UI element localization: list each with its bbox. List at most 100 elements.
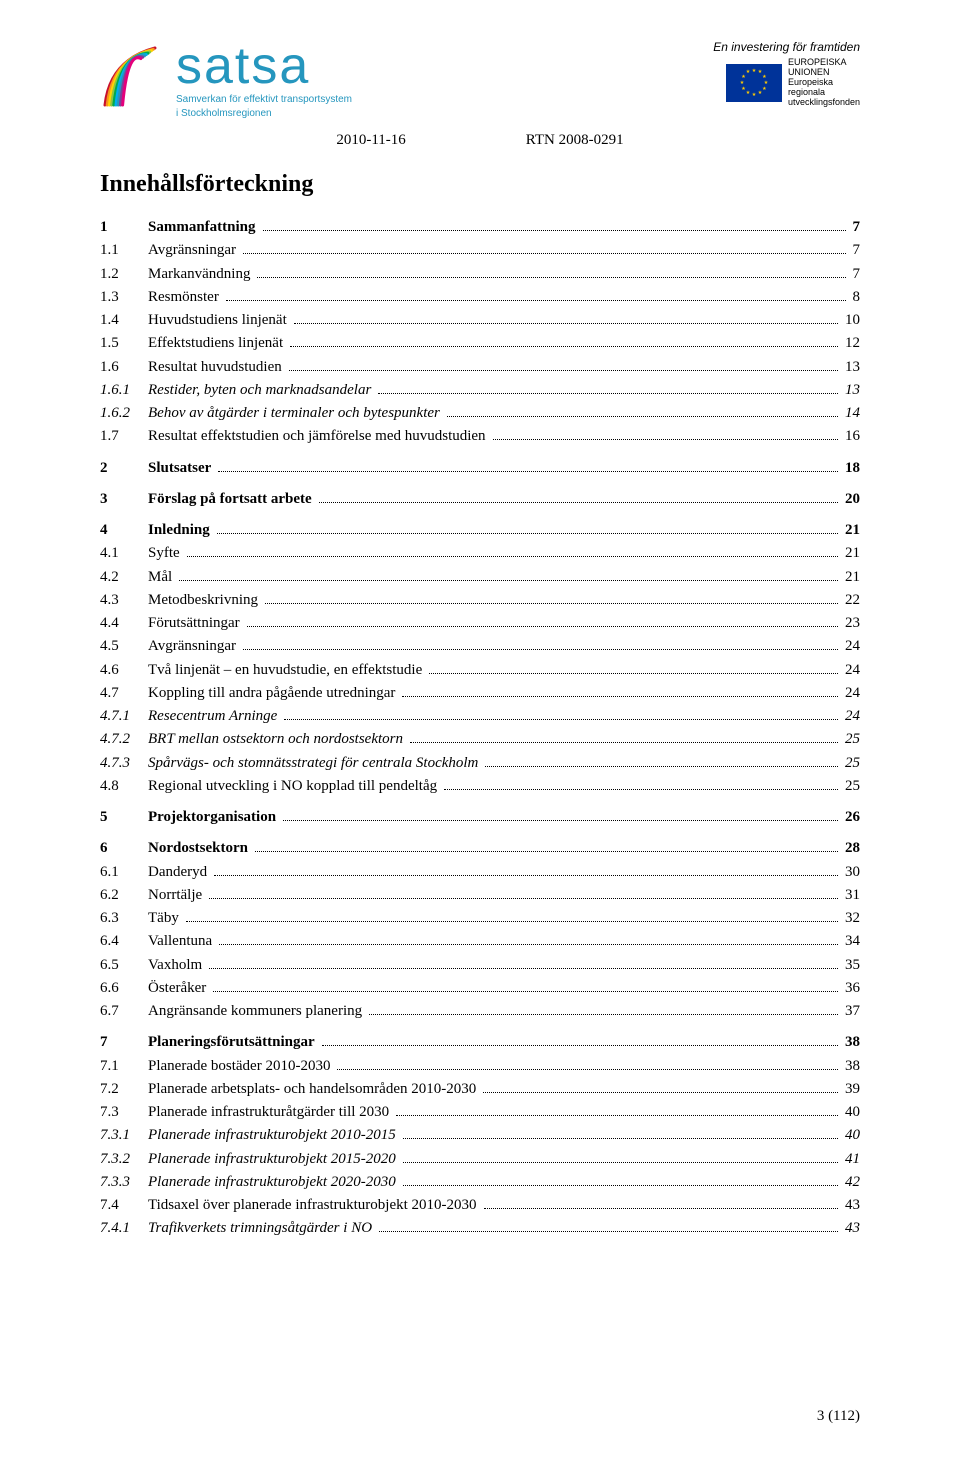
toc-row: 7.4Tidsaxel över planerade infrastruktur… [100,1194,860,1217]
toc-page-number: 22 [841,589,860,612]
toc-leader-dots [337,1069,838,1070]
toc-leader-dots [284,719,838,720]
toc-label: Planerade bostäder 2010-2030 [148,1055,334,1078]
toc-leader-dots [179,580,838,581]
toc-page-number: 40 [841,1101,860,1124]
logo-main-text: satsa [176,40,352,92]
toc-leader-dots [186,921,838,922]
toc-row: 6.4Vallentuna34 [100,930,860,953]
toc-page-number: 24 [841,705,860,728]
toc-number: 4.7.2 [100,728,148,751]
toc-page-number: 25 [841,775,860,798]
toc-number: 4.1 [100,542,148,565]
toc-number: 4.7.3 [100,752,148,775]
toc-row: 3Förslag på fortsatt arbete20 [100,488,860,511]
toc-row: 7.4.1Trafikverkets trimningsåtgärder i N… [100,1217,860,1240]
toc-number: 7.3.2 [100,1148,148,1171]
toc-row: 4.5Avgränsningar24 [100,635,860,658]
toc-leader-dots [493,439,838,440]
toc-leader-dots [402,696,838,697]
toc-row: 5Projektorganisation26 [100,806,860,829]
toc-page-number: 31 [841,884,860,907]
toc-leader-dots [429,673,838,674]
toc-page-number: 25 [841,728,860,751]
toc-leader-dots [209,898,838,899]
toc-label: Resultat huvudstudien [148,356,286,379]
toc-page-number: 30 [841,861,860,884]
toc-label: Syfte [148,542,184,565]
table-of-contents: 1Sammanfattning71.1Avgränsningar71.2Mark… [100,216,860,1241]
toc-page-number: 21 [841,542,860,565]
toc-row: 7Planeringsförutsättningar38 [100,1031,860,1054]
toc-label: Vaxholm [148,954,206,977]
toc-row: 7.3Planerade infrastrukturåtgärder till … [100,1101,860,1124]
toc-number: 3 [100,488,148,511]
toc-number: 6.3 [100,907,148,930]
toc-number: 6.2 [100,884,148,907]
toc-label: Resultat effektstudien och jämförelse me… [148,425,490,448]
toc-leader-dots [218,471,838,472]
toc-label: Planerade infrastrukturobjekt 2010-2015 [148,1124,400,1147]
toc-number: 7.3.1 [100,1124,148,1147]
toc-row: 1.6.1Restider, byten och marknadsandelar… [100,379,860,402]
toc-number: 1.3 [100,286,148,309]
toc-number: 1.4 [100,309,148,332]
toc-leader-dots [319,502,838,503]
toc-number: 7.1 [100,1055,148,1078]
toc-row: 7.2Planerade arbetsplats- och handelsomr… [100,1078,860,1101]
toc-row: 6Nordostsektorn28 [100,837,860,860]
toc-page-number: 13 [841,356,860,379]
toc-row: 1.4Huvudstudiens linjenät10 [100,309,860,332]
toc-label: Trafikverkets trimningsåtgärder i NO [148,1217,376,1240]
toc-label: Projektorganisation [148,806,280,829]
toc-leader-dots [379,1231,838,1232]
toc-number: 7.3.3 [100,1171,148,1194]
toc-row: 6.1Danderyd30 [100,861,860,884]
toc-number: 4.2 [100,566,148,589]
toc-row: 7.3.2Planerade infrastrukturobjekt 2015-… [100,1148,860,1171]
toc-label: Planerade infrastrukturåtgärder till 203… [148,1101,393,1124]
toc-number: 7.4.1 [100,1217,148,1240]
logo-right: En investering för framtiden ★★★★★★★★★★★… [713,40,860,107]
toc-page-number: 25 [841,752,860,775]
toc-row: 6.7Angränsande kommuners planering37 [100,1000,860,1023]
toc-number: 6.6 [100,977,148,1000]
toc-label: Angränsande kommuners planering [148,1000,366,1023]
document-date: 2010-11-16 [336,132,405,149]
toc-row: 4.7.2BRT mellan ostsektorn och nordostse… [100,728,860,751]
toc-page-number: 12 [841,332,860,355]
toc-label: Förslag på fortsatt arbete [148,488,316,511]
toc-page-number: 24 [841,659,860,682]
toc-row: 7.3.1Planerade infrastrukturobjekt 2010-… [100,1124,860,1147]
logo-left: satsa Samverkan för effektivt transports… [100,40,352,120]
satsa-logo-icon [100,40,170,110]
toc-label: Täby [148,907,183,930]
toc-leader-dots [444,789,838,790]
toc-leader-dots [209,968,838,969]
toc-row: 1.6Resultat huvudstudien 13 [100,356,860,379]
toc-page-number: 7 [849,239,861,262]
investment-tagline: En investering för framtiden [713,40,860,54]
toc-label: Österåker [148,977,210,1000]
toc-row: 4.1Syfte 21 [100,542,860,565]
toc-page-number: 7 [849,263,861,286]
toc-leader-dots [447,416,838,417]
toc-leader-dots [257,277,845,278]
toc-number: 7 [100,1031,148,1054]
toc-row: 6.2Norrtälje31 [100,884,860,907]
toc-label: Markanvändning [148,263,254,286]
toc-label: Slutsatser [148,457,215,480]
toc-label: Danderyd [148,861,211,884]
toc-number: 1.6 [100,356,148,379]
toc-label: Planeringsförutsättningar [148,1031,319,1054]
toc-number: 6 [100,837,148,860]
document-ref: RTN 2008-0291 [526,132,624,149]
toc-leader-dots [403,1185,838,1186]
toc-leader-dots [265,603,838,604]
toc-label: Nordostsektorn [148,837,252,860]
toc-label: Restider, byten och marknadsandelar [148,379,375,402]
toc-label: Huvudstudiens linjenät [148,309,291,332]
toc-label: Effektstudiens linjenät [148,332,287,355]
toc-label: Vallentuna [148,930,216,953]
toc-leader-dots [214,875,838,876]
